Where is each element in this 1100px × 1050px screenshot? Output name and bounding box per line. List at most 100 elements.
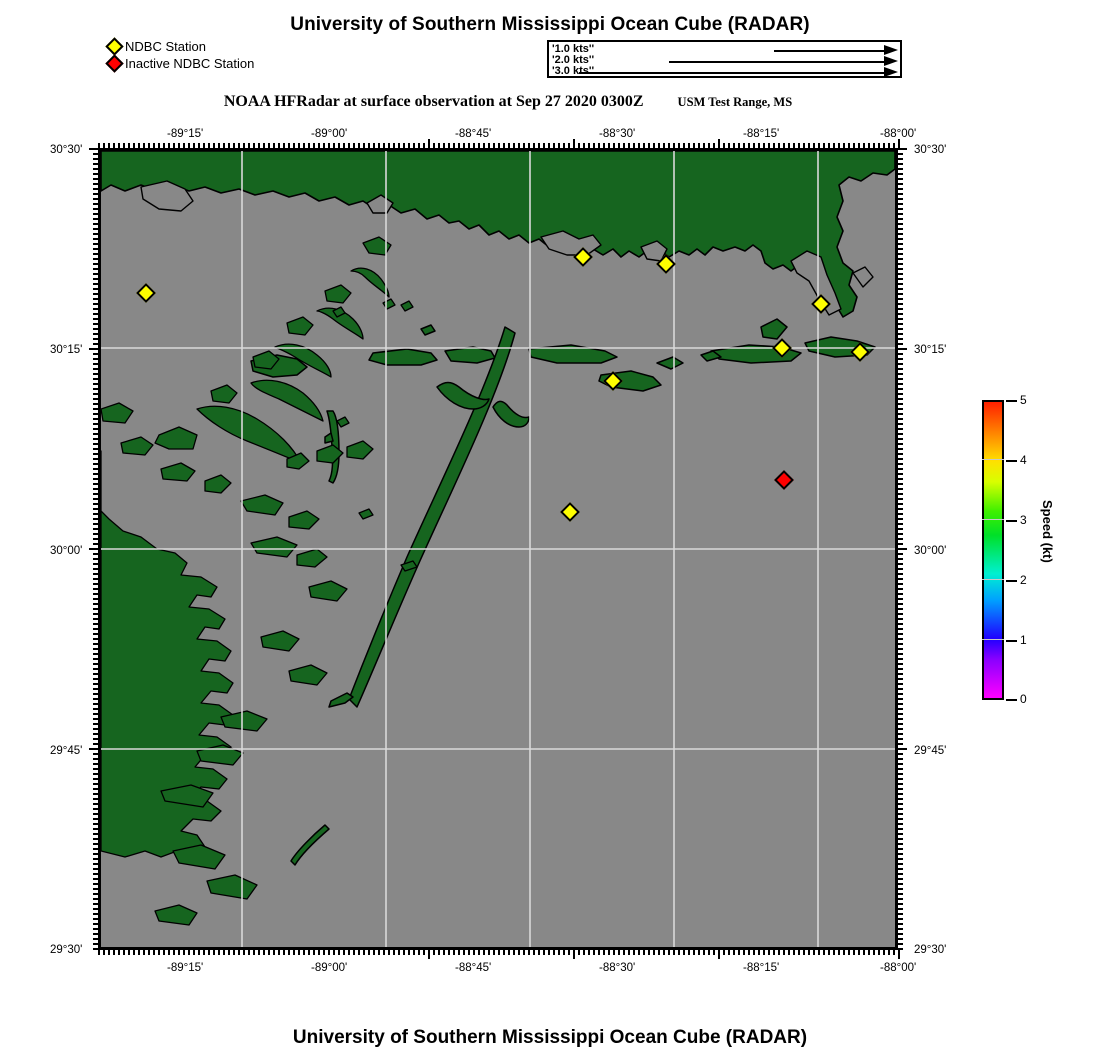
- axis-tick-minor: [93, 633, 98, 635]
- axis-tick-major: [898, 148, 907, 150]
- axis-tick-minor: [678, 950, 680, 955]
- axis-tick-minor: [898, 883, 903, 885]
- axis-tick-minor: [898, 753, 903, 755]
- axis-tick-minor: [418, 143, 420, 148]
- delta-islet-n: [296, 548, 328, 568]
- vector-scale-box: '1.0 kts'' '2.0 kts'' '3.0 kts'': [547, 40, 902, 78]
- axis-tick-minor: [478, 950, 480, 955]
- axis-tick-minor: [738, 950, 740, 955]
- axis-tick-minor: [208, 143, 210, 148]
- axis-tick-minor: [898, 383, 903, 385]
- axis-tick-minor: [898, 493, 903, 495]
- axis-tick-minor: [693, 950, 695, 955]
- axis-tick-minor: [438, 143, 440, 148]
- axis-tick-minor: [518, 143, 520, 148]
- axis-tick-minor: [858, 950, 860, 955]
- axis-tick-minor: [628, 143, 630, 148]
- axis-tick-minor: [93, 153, 98, 155]
- axis-tick-minor: [863, 950, 865, 955]
- axis-tick-minor: [93, 593, 98, 595]
- coastline-map: [101, 151, 895, 947]
- axis-tick-minor: [93, 573, 98, 575]
- colorbar-tick: [1006, 699, 1017, 701]
- axis-tick-minor: [608, 143, 610, 148]
- y-tick-label: 30°15': [914, 344, 947, 356]
- delta-islet-s: [260, 630, 300, 652]
- axis-tick-minor: [328, 950, 330, 955]
- axis-tick-minor: [93, 828, 98, 830]
- axis-tick-minor: [898, 773, 903, 775]
- axis-tick-minor: [238, 950, 240, 955]
- axis-tick-minor: [623, 143, 625, 148]
- axis-tick-minor: [458, 143, 460, 148]
- axis-tick-minor: [93, 263, 98, 265]
- axis-tick-minor: [898, 818, 903, 820]
- axis-tick-minor: [543, 143, 545, 148]
- land-polygons: [101, 151, 895, 318]
- axis-tick-minor: [498, 143, 500, 148]
- axis-tick-minor: [703, 950, 705, 955]
- axis-tick-minor: [93, 333, 98, 335]
- axis-tick-minor: [178, 950, 180, 955]
- axis-tick-minor: [93, 903, 98, 905]
- axis-tick-minor: [608, 950, 610, 955]
- delta-islet-v: [196, 744, 244, 766]
- axis-tick-minor: [898, 848, 903, 850]
- axis-tick-minor: [898, 513, 903, 515]
- axis-tick-minor: [93, 708, 98, 710]
- axis-tick-minor: [533, 950, 535, 955]
- axis-tick-minor: [93, 808, 98, 810]
- axis-tick-minor: [93, 558, 98, 560]
- axis-tick-minor: [93, 443, 98, 445]
- axis-tick-minor: [828, 950, 830, 955]
- axis-tick-minor: [898, 503, 903, 505]
- axis-tick-minor: [158, 143, 160, 148]
- axis-tick-minor: [883, 143, 885, 148]
- axis-tick-minor: [93, 758, 98, 760]
- bay-lake-borgne: [140, 180, 194, 212]
- axis-tick-minor: [93, 198, 98, 200]
- axis-tick-minor: [898, 408, 903, 410]
- axis-tick-minor: [823, 143, 825, 148]
- axis-tick-minor: [898, 398, 903, 400]
- axis-tick-minor: [93, 378, 98, 380]
- axis-tick-minor: [233, 950, 235, 955]
- vector-scale-row: '3.0 kts'': [549, 65, 900, 78]
- axis-tick-minor: [898, 578, 903, 580]
- axis-tick-minor: [93, 463, 98, 465]
- axis-tick-minor: [93, 698, 98, 700]
- y-tick-label: 30°30': [50, 144, 83, 156]
- axis-tick-major: [718, 139, 720, 148]
- map-canvas[interactable]: [98, 148, 898, 950]
- colorbar-tick-label: 2: [1020, 573, 1027, 587]
- axis-tick-minor: [618, 143, 620, 148]
- axis-tick-minor: [93, 353, 98, 355]
- axis-tick-minor: [898, 638, 903, 640]
- axis-tick-minor: [688, 950, 690, 955]
- axis-tick-minor: [768, 950, 770, 955]
- axis-tick-minor: [898, 583, 903, 585]
- colorbar-gradient: [982, 400, 1004, 700]
- axis-tick-minor: [408, 950, 410, 955]
- axis-tick-minor: [93, 738, 98, 740]
- axis-tick-minor: [313, 143, 315, 148]
- axis-tick-minor: [248, 143, 250, 148]
- axis-tick-minor: [93, 533, 98, 535]
- colorbar-tick: [1006, 400, 1017, 402]
- axis-tick-minor: [93, 233, 98, 235]
- vector-scale-row: '1.0 kts'': [549, 43, 900, 56]
- axis-tick-minor: [463, 143, 465, 148]
- axis-tick-minor: [488, 143, 490, 148]
- axis-tick-minor: [278, 950, 280, 955]
- colorbar: 5 4 3 2 1 0: [982, 394, 1027, 705]
- axis-tick-major: [89, 348, 98, 350]
- axis-tick-minor: [93, 608, 98, 610]
- axis-tick-minor: [888, 143, 890, 148]
- axis-tick-minor: [298, 143, 300, 148]
- axis-tick-minor: [93, 658, 98, 660]
- arrow-head-icon: [884, 45, 898, 55]
- axis-tick-minor: [263, 143, 265, 148]
- axis-tick-minor: [868, 143, 870, 148]
- axis-tick-minor: [93, 818, 98, 820]
- axis-tick-minor: [93, 653, 98, 655]
